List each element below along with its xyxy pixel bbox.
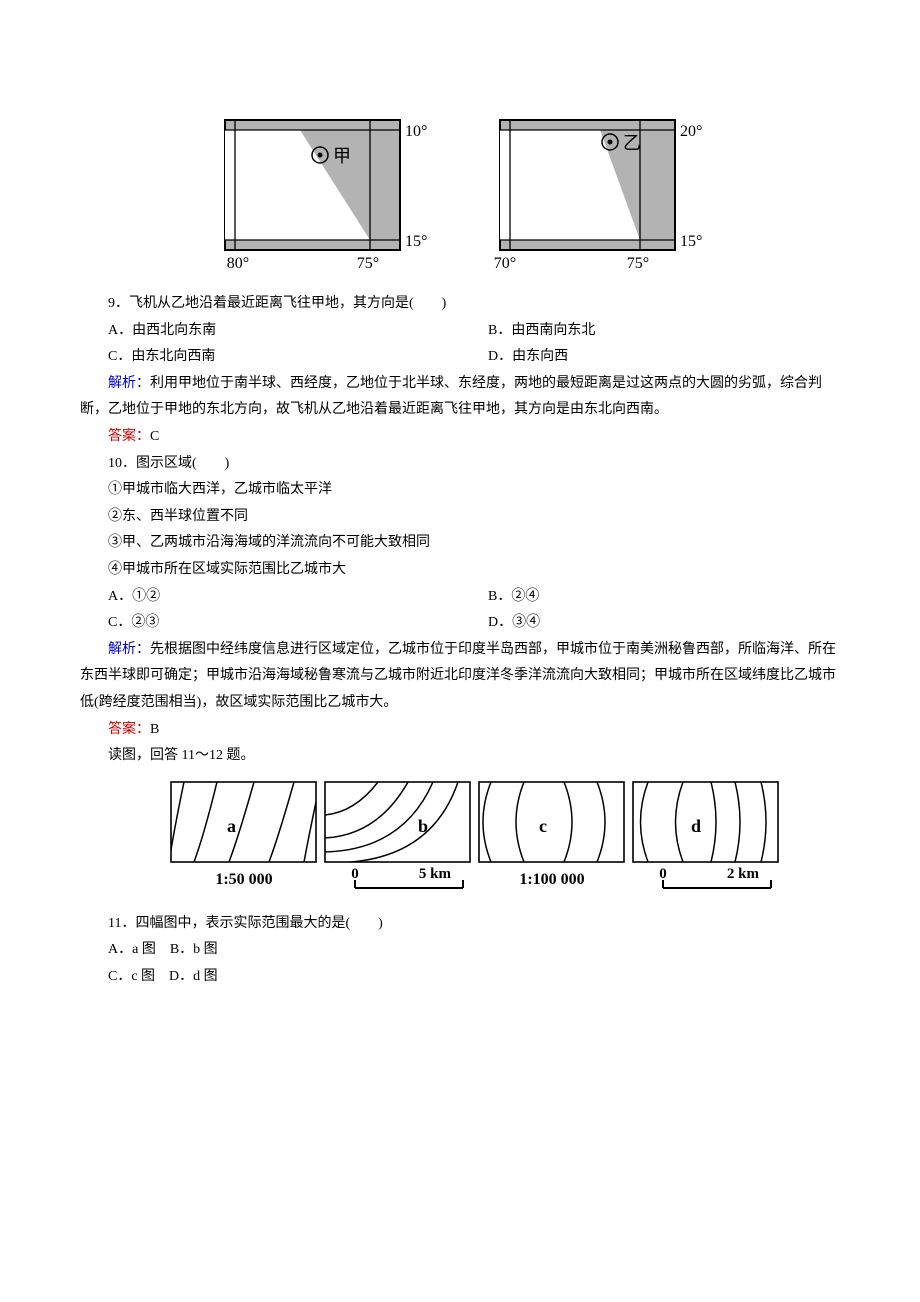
panel-b: b 0 5 km	[323, 780, 473, 895]
panel-letter: a	[227, 816, 236, 836]
city-marker-dot	[608, 140, 613, 145]
q10-analysis: 解析：先根据图中经纬度信息进行区域定位，乙城市位于印度半岛西部，甲城市位于南美洲…	[80, 637, 840, 717]
panel-c: c 1:100 000	[477, 780, 627, 895]
panel-a: a 1:50 000	[169, 780, 319, 895]
panel-d: d 0 2 km	[631, 780, 781, 895]
q9-opts-ab: A．由西北向东南 B．由西南向东北	[80, 318, 840, 345]
q11-opts-ab: A．a 图 B．b 图	[80, 937, 840, 964]
answer-value: C	[150, 429, 159, 444]
lead-11-12: 读图，回答 11～12 题。	[80, 743, 840, 770]
map-right: 乙 20° 15° 70° 75°	[480, 100, 715, 275]
q9-answer: 答案：C	[80, 424, 840, 451]
answer-label: 答案：	[108, 429, 150, 444]
lbl-br: 15°	[405, 233, 427, 250]
analysis-text: 先根据图中经纬度信息进行区域定位，乙城市位于印度半岛西部，甲城市位于南美洲秘鲁西…	[80, 642, 836, 710]
lbl-tr: 20°	[680, 123, 702, 140]
scalebar-left: 0	[351, 866, 359, 882]
q9-opt-c: C．由东北向西南	[80, 344, 460, 371]
q9-opt-a: A．由西北向东南	[80, 318, 460, 345]
lbl-brx: 75°	[627, 255, 649, 272]
q10-opt-d: D．③④	[460, 610, 840, 637]
q9-opt-d: D．由东向西	[460, 344, 840, 371]
scalebar-left: 0	[659, 866, 667, 882]
answer-value: B	[150, 722, 159, 737]
panel-caption: 1:50 000	[215, 871, 272, 888]
panel-frame	[479, 782, 624, 862]
city-label: 乙	[623, 133, 641, 153]
scalebar-right: 2 km	[727, 866, 760, 882]
panel-letter: d	[691, 816, 701, 836]
q9-opts-cd: C．由东北向西南 D．由东向西	[80, 344, 840, 371]
panel-letter: c	[539, 816, 547, 836]
q10-s4: ④甲城市所在区域实际范围比乙城市大	[80, 557, 840, 584]
q9-opt-b: B．由西南向东北	[460, 318, 840, 345]
scale-figure-row: a 1:50 000 b 0 5 km c 1:100 000	[110, 780, 840, 895]
map-left: 甲 10° 15° 80° 75°	[205, 100, 440, 275]
city-label: 甲	[333, 146, 351, 166]
lbl-bl: 80°	[227, 255, 249, 272]
map-figure-row: 甲 10° 15° 80° 75° 乙 20° 15° 70° 75°	[80, 100, 840, 275]
panel-frame	[633, 782, 778, 862]
city-marker-dot	[318, 153, 323, 158]
q10-s1: ①甲城市临大西洋，乙城市临太平洋	[80, 477, 840, 504]
analysis-label: 解析：	[108, 642, 150, 657]
q11-stem: 11．四幅图中，表示实际范围最大的是( )	[80, 911, 840, 938]
q10-s3: ③甲、乙两城市沿海海域的洋流流向不可能大致相同	[80, 530, 840, 557]
analysis-text: 利用甲地位于南半球、西经度，乙地位于北半球、东经度，两地的最短距离是过这两点的大…	[80, 376, 822, 418]
scalebar-right: 5 km	[419, 866, 452, 882]
q10-stem: 10．图示区域( )	[80, 451, 840, 478]
q10-answer: 答案：B	[80, 717, 840, 744]
answer-label: 答案：	[108, 722, 150, 737]
q10-opt-c: C．②③	[80, 610, 460, 637]
lbl-tr: 10°	[405, 123, 427, 140]
q10-opt-a: A．①②	[80, 584, 460, 611]
q10-opts-cd: C．②③ D．③④	[80, 610, 840, 637]
lbl-br: 15°	[680, 233, 702, 250]
q9-analysis: 解析：利用甲地位于南半球、西经度，乙地位于北半球、东经度，两地的最短距离是过这两…	[80, 371, 840, 424]
lbl-bl: 70°	[494, 255, 516, 272]
q9-stem: 9．飞机从乙地沿着最近距离飞往甲地，其方向是( )	[80, 291, 840, 318]
analysis-label: 解析：	[108, 376, 150, 391]
q10-opt-b: B．②④	[460, 584, 840, 611]
q10-opts-ab: A．①② B．②④	[80, 584, 840, 611]
q11-opts-cd: C．c 图 D．d 图	[80, 964, 840, 991]
panel-frame	[171, 782, 316, 862]
panel-letter: b	[418, 816, 428, 836]
q10-s2: ②东、西半球位置不同	[80, 504, 840, 531]
panel-caption: 1:100 000	[519, 871, 584, 888]
lbl-brx: 75°	[357, 255, 379, 272]
